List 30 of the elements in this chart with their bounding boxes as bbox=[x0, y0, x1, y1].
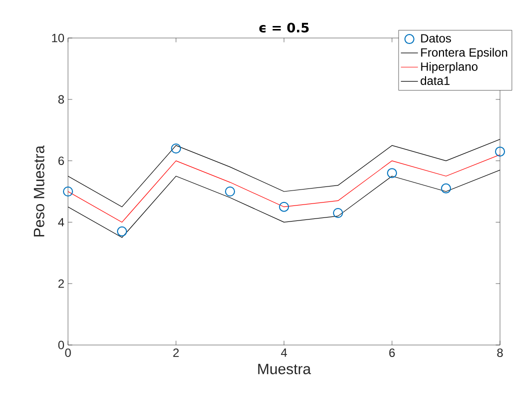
legend-label: data1 bbox=[420, 76, 450, 85]
x-tick-label: 2 bbox=[173, 348, 179, 357]
legend-label: Frontera Epsilon bbox=[421, 48, 508, 60]
y-tick-label: 10 bbox=[52, 34, 64, 42]
point bbox=[387, 168, 398, 178]
point bbox=[441, 183, 452, 194]
point bbox=[225, 186, 236, 196]
x-axis-title: Muestra bbox=[258, 364, 311, 374]
y-axis-title: Peso Muestra bbox=[34, 145, 44, 236]
line-series bbox=[68, 154, 500, 222]
point bbox=[171, 144, 182, 154]
point bbox=[63, 186, 73, 196]
y-tick-label: 0 bbox=[58, 340, 64, 350]
point bbox=[117, 226, 127, 236]
y-tick-label: 8 bbox=[58, 95, 64, 104]
x-tick-label: 4 bbox=[280, 348, 287, 357]
chart-title: ϵ = 0.5 bbox=[259, 22, 309, 32]
point bbox=[333, 208, 344, 218]
legend-label: Hiperplano bbox=[421, 62, 478, 74]
point bbox=[279, 202, 290, 212]
x-tick-label: 0 bbox=[65, 348, 71, 357]
x-tick-label: 8 bbox=[497, 348, 503, 357]
line-series bbox=[68, 139, 500, 208]
y-tick-label: 6 bbox=[58, 156, 64, 166]
line-series bbox=[68, 170, 500, 238]
point bbox=[495, 146, 506, 157]
legend-label: Datos bbox=[421, 34, 451, 43]
y-tick-label: 2 bbox=[58, 279, 64, 288]
y-tick-label: 4 bbox=[58, 218, 64, 226]
x-tick-label: 6 bbox=[389, 348, 395, 357]
